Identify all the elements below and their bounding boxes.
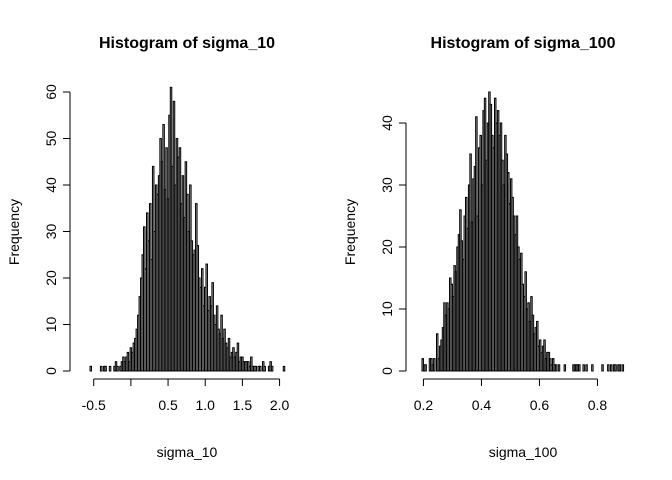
y-tick-label: 0 xyxy=(379,367,395,375)
histogram-bar xyxy=(582,364,585,372)
y-tick-label: 10 xyxy=(43,317,59,333)
y-axis-sigma-10: 0 10 20 30 40 50 60 xyxy=(43,84,71,375)
x-axis-label-sigma-100: sigma_100 xyxy=(489,444,558,460)
bars-sigma-10 xyxy=(89,86,286,372)
histogram-bar xyxy=(618,364,622,372)
histogram-bar xyxy=(254,365,258,372)
histogram-bar xyxy=(108,365,112,372)
histogram-bar xyxy=(614,364,617,372)
x-axis-sigma-100: 0.2 0.4 0.6 0.8 xyxy=(414,378,608,413)
histogram-bar xyxy=(436,333,439,372)
y-tick-label: 60 xyxy=(43,84,59,100)
histogram-bar xyxy=(116,365,119,372)
y-tick-label: 10 xyxy=(379,301,395,317)
x-tick-label: 2.0 xyxy=(270,397,290,413)
histogram-bar xyxy=(607,364,610,372)
y-axis-label-sigma-100: Frequency xyxy=(342,199,358,265)
y-tick-label: 0 xyxy=(43,367,59,375)
y-tick-label: 20 xyxy=(43,270,59,286)
y-tick-label: 30 xyxy=(43,224,59,240)
y-axis-sigma-100: 0 10 20 30 40 xyxy=(379,115,407,375)
histogram-bar xyxy=(227,337,231,372)
x-tick-label: 0.8 xyxy=(588,397,608,413)
histogram-bar xyxy=(258,365,262,372)
y-tick-label: 40 xyxy=(43,177,59,193)
histogram-bar xyxy=(621,364,625,372)
y-tick-label: 20 xyxy=(379,239,395,255)
histogram-bar xyxy=(250,356,253,372)
y-tick-label: 50 xyxy=(43,131,59,147)
panel-sigma-10: Histogram of sigma_10 0 10 20 30 40 50 60 -0.5… xyxy=(6,35,290,460)
y-tick-label: 40 xyxy=(379,115,395,131)
histogram-bar xyxy=(578,364,581,372)
chart-title-sigma-10: Histogram of sigma_10 xyxy=(99,35,275,52)
x-tick-label: 0.5 xyxy=(158,397,178,413)
chart-title-sigma-100: Histogram of sigma_100 xyxy=(431,35,616,52)
histogram-bar xyxy=(104,365,107,372)
y-tick-label: 30 xyxy=(379,177,395,193)
histogram-bar xyxy=(591,364,594,372)
x-tick-label: 0.2 xyxy=(414,397,434,413)
x-axis-label-sigma-10: sigma_10 xyxy=(157,444,218,460)
histogram-bar xyxy=(543,339,546,372)
histogram-bar xyxy=(563,364,567,372)
x-tick-label: 0.4 xyxy=(472,397,492,413)
x-tick-label: 1.5 xyxy=(233,397,253,413)
histogram-bar xyxy=(554,364,558,372)
histogram-bar xyxy=(601,364,604,372)
histogram-bar xyxy=(424,364,427,372)
histogram-bar xyxy=(263,365,266,372)
histogram-bar xyxy=(610,364,613,372)
histogram-bar xyxy=(89,365,92,372)
histogram-bar xyxy=(236,342,240,372)
bars-sigma-100 xyxy=(421,91,625,372)
y-axis-label-sigma-10: Frequency xyxy=(6,199,22,265)
x-tick-label: -0.5 xyxy=(82,397,106,413)
histogram-bar xyxy=(282,365,286,372)
x-tick-label: 0.6 xyxy=(530,397,550,413)
histogram-bar xyxy=(433,358,436,372)
histogram-bar xyxy=(557,364,561,372)
x-tick-label: 1.0 xyxy=(195,397,215,413)
histogram-bar xyxy=(99,365,103,372)
histogram-bar xyxy=(270,365,274,372)
x-axis-sigma-10: -0.5 0.5 1.0 1.5 2.0 xyxy=(82,378,290,413)
histogram-bar xyxy=(585,364,588,372)
